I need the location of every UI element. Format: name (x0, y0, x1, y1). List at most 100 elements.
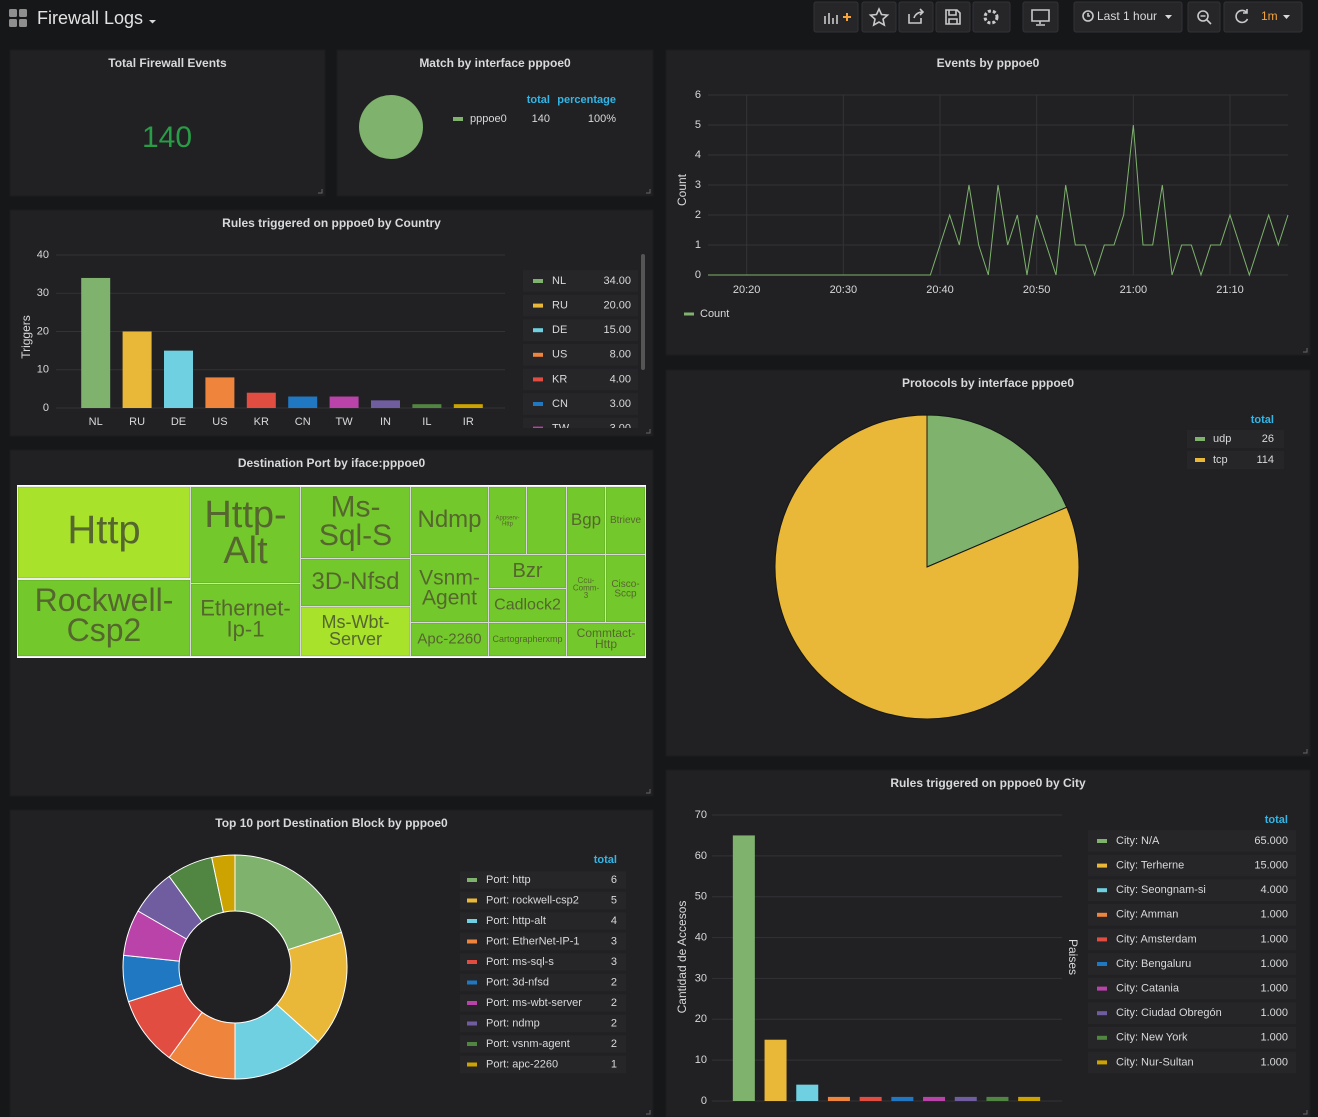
legend-label: City: Bengaluru (1116, 958, 1191, 970)
time-picker-button[interactable] (1073, 1, 1183, 33)
treemap-cell (300, 558, 411, 607)
panel[interactable] (665, 49, 1311, 356)
legend-label: Port: ms-wbt-server (486, 997, 582, 1009)
x-tick-label: KR (254, 416, 269, 428)
title-caret[interactable] (149, 20, 156, 24)
treemap-cell (566, 486, 606, 555)
view-mode-button[interactable] (1022, 1, 1059, 33)
bar (122, 331, 152, 408)
legend-value: 4 (611, 915, 617, 927)
legend-value: 8.00 (610, 349, 631, 361)
legend-header: total (527, 94, 550, 106)
legend-value: 4.00 (610, 373, 631, 385)
settings-icon (983, 9, 999, 25)
legend-row (1088, 879, 1296, 901)
x-tick-label: RU (129, 416, 145, 428)
legend-swatch (1097, 962, 1107, 966)
legend-label: US (552, 349, 567, 361)
y-tick-label: 40 (37, 249, 49, 261)
legend-label: City: N/A (1116, 835, 1160, 847)
legend-label: RU (552, 300, 568, 312)
legend-swatch (467, 919, 477, 923)
legend-row (1088, 1027, 1296, 1049)
treemap-label: Apc-2260 (417, 630, 481, 647)
save-icon (945, 9, 961, 25)
share-button[interactable] (898, 1, 934, 33)
y-tick-label: 20 (695, 1013, 707, 1025)
legend-label: Port: http (486, 874, 531, 886)
bar (288, 396, 318, 408)
treemap-label: Bzr (513, 560, 543, 582)
legend-label: Port: ndmp (486, 1017, 540, 1029)
y-tick-label: 3 (695, 179, 701, 191)
legend-swatch (1097, 1060, 1107, 1065)
y-tick-label: 10 (695, 1054, 707, 1066)
legend-swatch (533, 402, 543, 406)
panel[interactable] (9, 49, 326, 197)
bar (205, 377, 235, 408)
panel-title: Match by interface pppoe0 (419, 56, 571, 70)
x-tick-label: TW (336, 416, 354, 428)
bar (371, 400, 400, 408)
clock-hands (1087, 13, 1090, 17)
legend-row (460, 932, 626, 951)
legend-value: 2 (611, 976, 617, 988)
panel[interactable] (336, 49, 654, 197)
refresh-interval[interactable]: 1m (1261, 9, 1278, 23)
legend-header: total (1251, 414, 1274, 426)
legend-label: DE (552, 324, 567, 336)
treemap-label: Cisco-Sccp (611, 578, 639, 599)
resize-handle (1303, 749, 1308, 754)
pie-slice (774, 414, 1080, 720)
resize-handle (1303, 1110, 1308, 1115)
legend-label: pppoe0 (470, 113, 507, 125)
y-tick-label: 6 (695, 89, 701, 101)
legend-swatch (467, 980, 477, 985)
bar (954, 1096, 977, 1101)
legend-label: Port: apc-2260 (486, 1058, 558, 1070)
icon-cell (19, 19, 27, 27)
bar (246, 392, 276, 408)
dashboard-title[interactable]: Firewall Logs (37, 8, 143, 28)
star-icon (868, 7, 890, 27)
legend-header: percentage (557, 94, 616, 106)
save-button[interactable] (935, 1, 971, 33)
dashboard-icon[interactable] (9, 9, 27, 27)
legend-value: 34.00 (603, 275, 631, 287)
bar (923, 1096, 946, 1101)
legend-label: City: Ciudad Obregón (1116, 1007, 1222, 1019)
add-panel-button[interactable] (813, 1, 859, 33)
x-tick-label: DE (171, 416, 186, 428)
treemap-cell (488, 588, 567, 623)
refresh-button[interactable] (1223, 1, 1303, 33)
legend-row (460, 912, 626, 930)
legend-swatch (467, 898, 477, 903)
x-tick-label: IL (422, 416, 431, 428)
legend-row (1088, 854, 1296, 877)
zoom-icon (1197, 10, 1209, 22)
legend-swatch (1097, 1011, 1107, 1016)
legend-value: 114 (1256, 454, 1274, 466)
legend-swatch (467, 1042, 477, 1046)
treemap-cell (300, 486, 411, 559)
legend-row (523, 393, 638, 415)
treemap-cell (190, 583, 301, 657)
legend-value: 1.000 (1260, 933, 1288, 945)
star-button[interactable] (861, 1, 897, 33)
zoom-out-button[interactable] (1187, 1, 1221, 33)
y-tick-label: 2 (695, 209, 701, 221)
resize-handle (646, 189, 651, 194)
legend: total Port: http 6 Port: rockwell-csp2 5 Port… (460, 854, 626, 1074)
settings-button[interactable] (972, 1, 1011, 33)
pie-slice (359, 95, 423, 159)
x-tick-label: IR (463, 416, 474, 428)
x-tick-label: NL (89, 416, 103, 428)
y-tick-label: 1 (695, 239, 701, 251)
x-tick-label: 20:40 (926, 284, 954, 296)
y-axis-label: Triggers (19, 315, 33, 359)
legend-value: 1 (611, 1058, 617, 1070)
time-range[interactable]: Last 1 hour (1097, 9, 1157, 23)
bar (329, 396, 359, 408)
legend-swatch (533, 279, 543, 283)
treemap-cell (566, 554, 606, 623)
